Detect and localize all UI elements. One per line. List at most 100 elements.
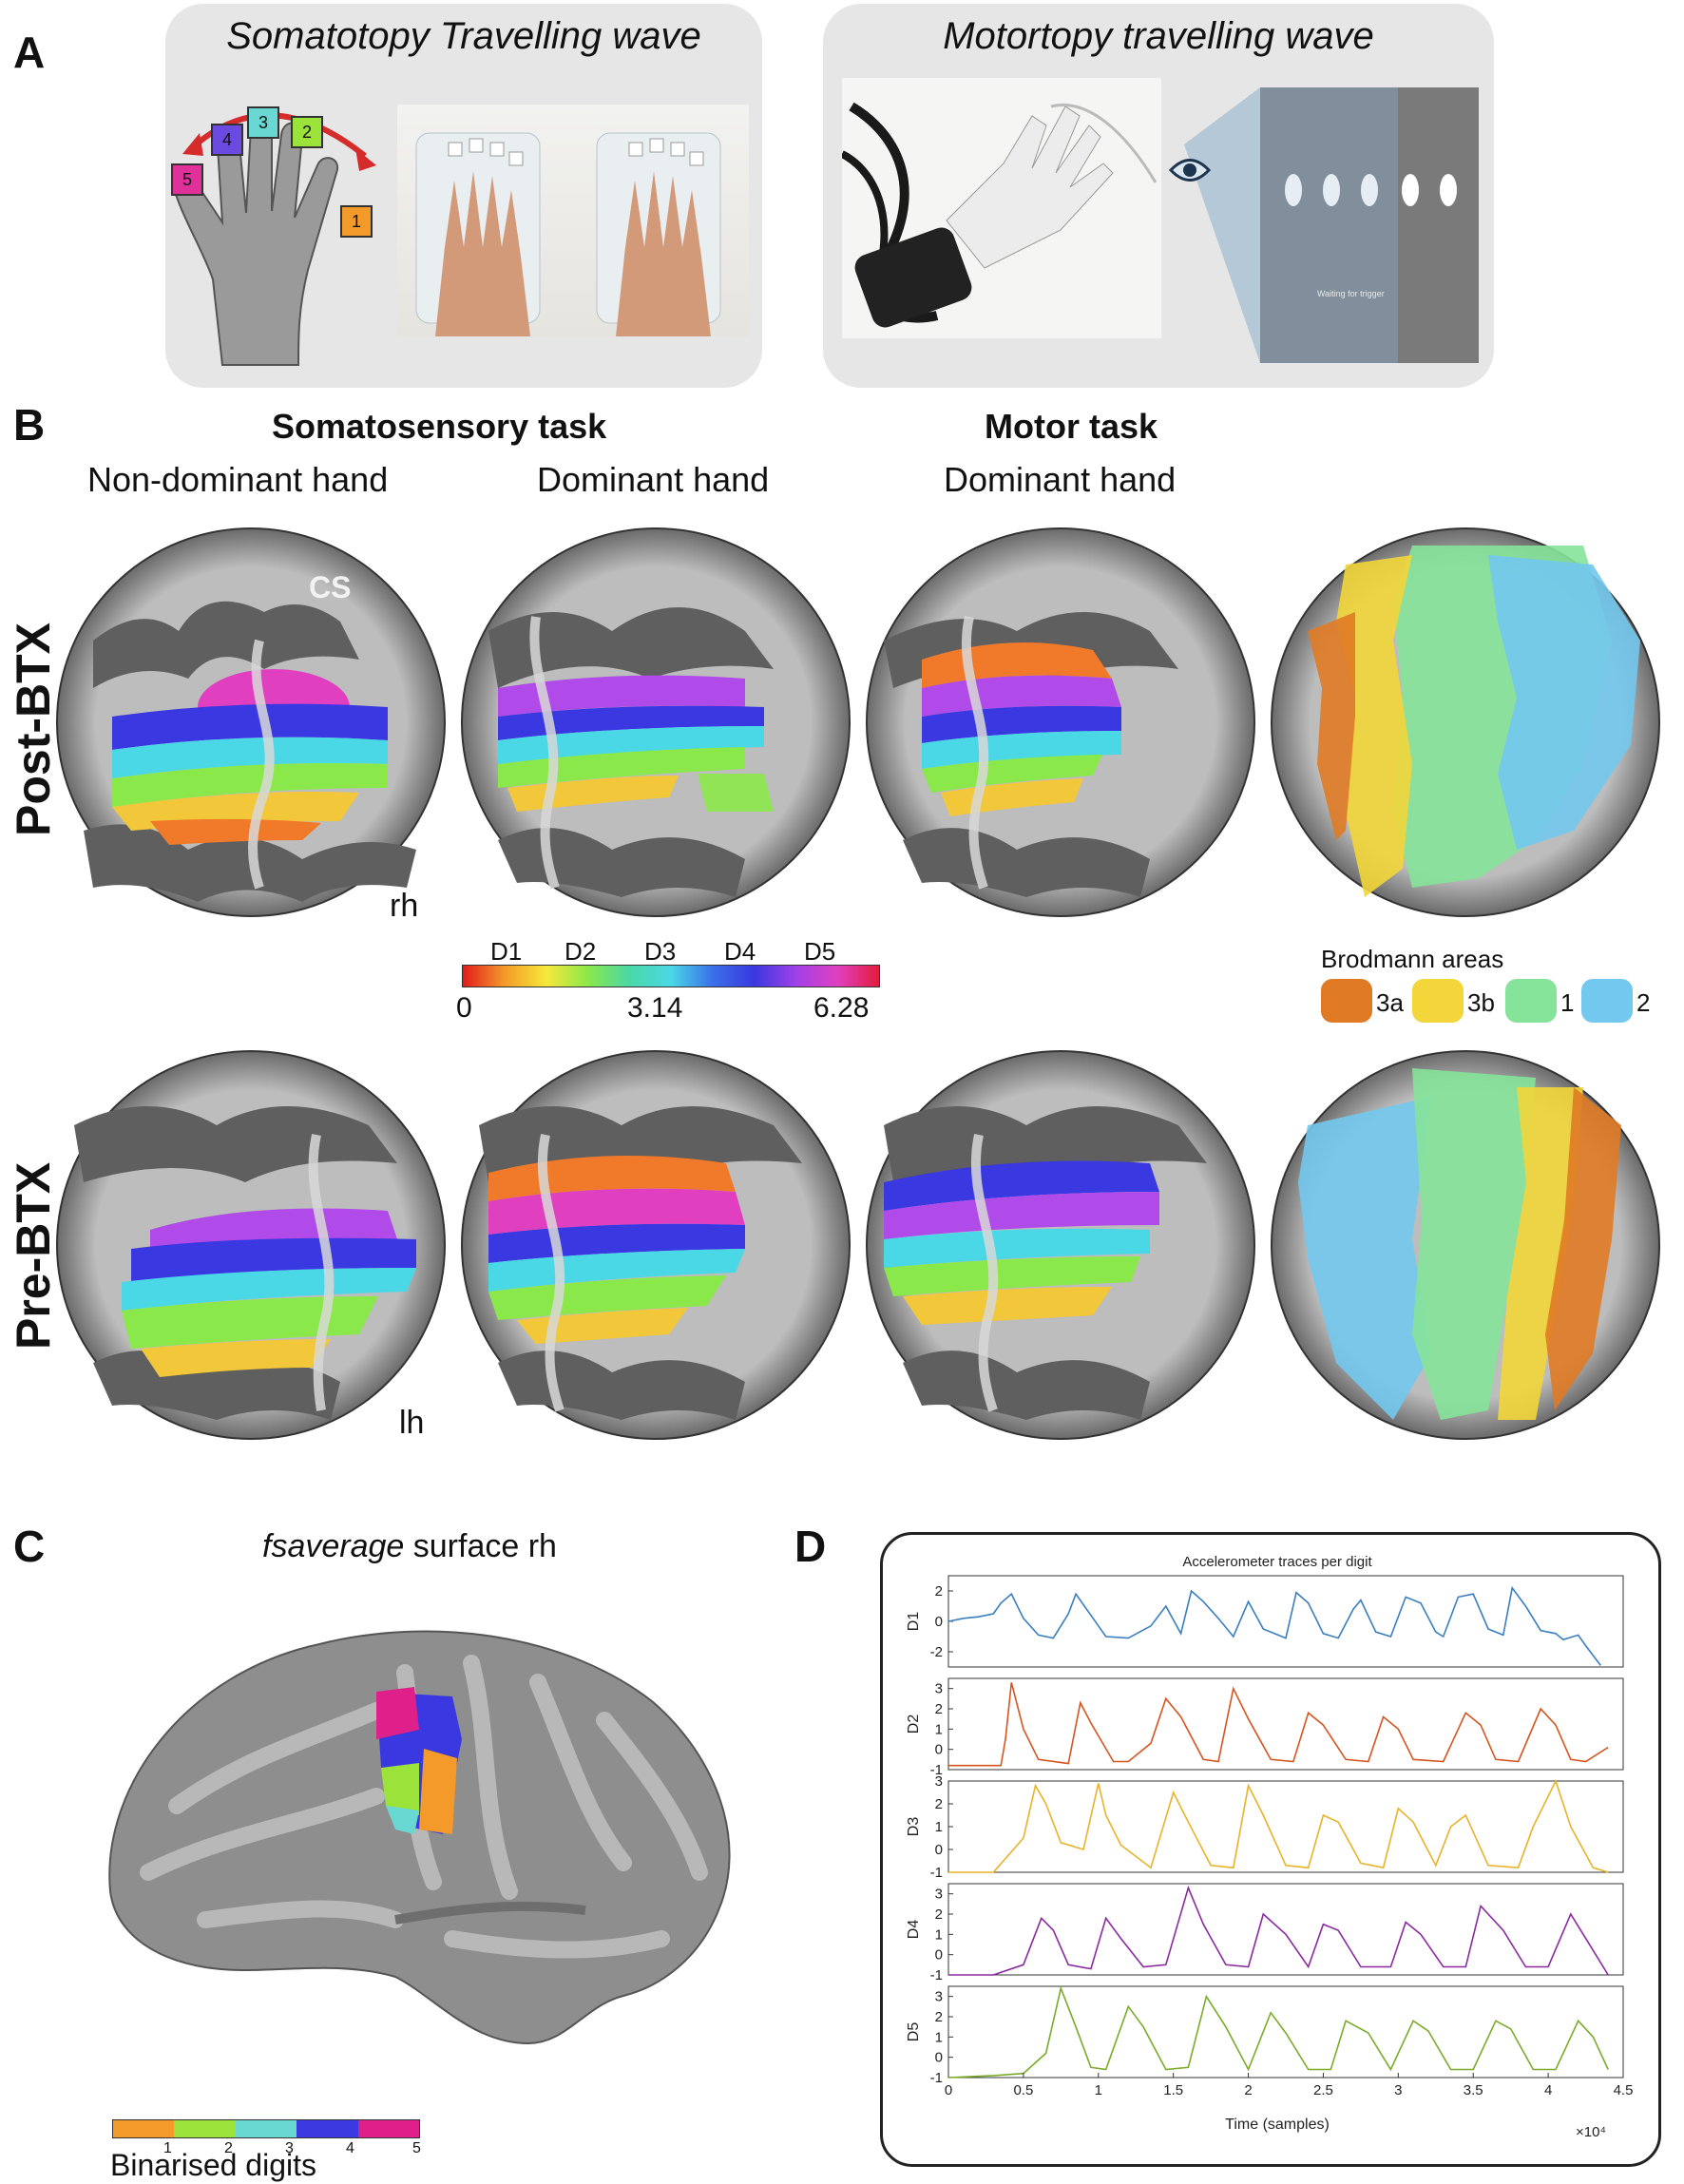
series-label-d5: D5 [906,2022,922,2042]
motortopy-title: Motortopy travelling wave [943,15,1374,57]
col-nondominant-label: Non-dominant hand [87,460,389,499]
y-tick-label: 0 [935,1947,943,1964]
y-tick-label: 1 [935,1721,943,1737]
fsaverage-brain-surface [108,1630,731,2045]
binarised-tick-2: 2 [224,2140,233,2156]
motor-task-heading: Motor task [985,407,1158,446]
trace-d5 [947,1985,1609,2079]
somatotopy-box: Somatotopy Travelling wave 5 4 3 2 1 [165,4,762,388]
finger-label-3: 3 [247,106,279,139]
finger-label-5: 5 [171,163,203,196]
subplot-frame-d1 [947,1575,1624,1668]
fsaverage-title-italic: fsaverage [262,1528,405,1564]
subplot-frame-d4 [947,1883,1624,1976]
y-tick-label: 3 [935,1887,943,1903]
y-tick-label: 3 [935,1681,943,1697]
motortopy-box: Motortopy travelling wave Waiting for tr… [823,4,1494,388]
colorbar-digit-d1: D1 [490,937,523,966]
cs-label: CS [309,570,352,604]
trace-d4 [948,1885,1609,1976]
post-btx-nondominant-map [56,527,446,917]
binarised-digits-colorbar [112,2119,420,2138]
brodmann-legend-title: Brodmann areas [1321,945,1504,973]
col-dominant-label-1: Dominant hand [537,460,770,499]
panel-letter-b: B [13,400,46,450]
y-tick-label: 0 [935,2050,943,2066]
x-tick-label: 4.5 [1614,2082,1634,2098]
binarised-swatch-3 [235,2120,297,2137]
post-btx-dominant-motor-map [866,527,1255,917]
row-label-post-btx: Post-BTX [7,623,60,836]
panel-letter-d: D [794,1522,827,1571]
trace-d1 [947,1585,1601,1666]
finger-label-2: 2 [291,116,323,148]
colorbar-tick-2pi: 6.28 [813,992,870,1024]
binarised-swatch-5 [357,2120,420,2137]
x-axis-label: Time (samples) [1225,2117,1330,2133]
y-tick-label: 2 [935,1701,943,1717]
trace-d2 [948,1682,1609,1767]
eye-icon [1169,159,1211,182]
colorbar-digit-d4: D4 [724,937,756,966]
lh-label: lh [399,1405,425,1441]
data-glove-photo [840,78,1161,338]
row-label-pre-btx: Pre-BTX [7,1161,60,1350]
x-tick-label: 2 [1244,2082,1252,2098]
y-tick-label: 2 [935,1796,943,1812]
fsaverage-title-rest: surface rh [404,1528,557,1564]
x-tick-label: 0.5 [1013,2082,1033,2098]
phase-colorbar [462,965,880,987]
brodmann-label-2: 2 [1636,988,1651,1017]
brodmann-swatch-3b [1412,979,1464,1023]
y-tick-label: -2 [930,1644,943,1660]
y-tick-label: 0 [935,1614,943,1630]
series-label-d1: D1 [906,1612,922,1632]
rh-label: rh [390,888,419,924]
accelerometer-chart: Accelerometer traces per digit 2 0 -2 D1 3 2 1… [906,1554,1634,2140]
y-tick-label: 2 [935,1906,943,1923]
panel-letter-c: C [13,1522,46,1571]
y-tick-label: 1 [935,1926,943,1943]
x-tick-label: 3.5 [1464,2082,1483,2098]
post-btx-brodmann-map [1271,527,1660,917]
y-tick-label: 1 [935,1819,943,1835]
brodmann-label-3b: 3b [1467,988,1495,1017]
trace-d3 [948,1778,1609,1873]
binarised-tick-3: 3 [285,2140,294,2156]
series-label-d2: D2 [906,1715,922,1734]
brodmann-swatch-3a [1321,979,1372,1023]
pre-btx-dominant-motor-map [866,1050,1255,1440]
subplot-frame-d2 [947,1677,1624,1771]
finger-label-1: 1 [340,205,373,238]
binarised-digits-title: Binarised digits [110,2148,316,2182]
col-dominant-label-2: Dominant hand [944,460,1177,499]
binarised-swatch-1 [113,2120,175,2137]
brodmann-label-1: 1 [1560,988,1575,1017]
x-axis-multiplier: ×10⁴ [1576,2124,1606,2140]
subplot-frame-d5 [947,1985,1624,2079]
y-tick-label: -1 [930,1762,943,1778]
colorbar-tick-pi: 3.14 [627,992,683,1024]
y-tick-label: 0 [935,1842,943,1858]
y-tick-label: 3 [935,1773,943,1790]
brodmann-label-3a: 3a [1376,988,1404,1017]
y-tick-label: 2 [935,2009,943,2025]
brodmann-swatch-1 [1505,979,1557,1023]
pre-btx-dominant-somato-map [461,1050,851,1440]
binarised-swatch-4 [297,2120,358,2137]
colorbar-tick-0: 0 [456,992,472,1024]
x-tick-label: 4 [1544,2082,1552,2098]
visual-cue-display [1184,87,1479,363]
binarised-swatch-2 [174,2120,236,2137]
colorbar-digit-d3: D3 [644,937,677,966]
x-tick-label: 2.5 [1313,2082,1333,2098]
x-tick-label: 1 [1095,2082,1102,2098]
y-tick-label: -1 [930,1865,943,1881]
brodmann-swatch-2 [1581,979,1633,1023]
hands-stimulator-photo [397,105,749,336]
x-tick-label: 1.5 [1163,2082,1183,2098]
post-btx-dominant-somato-map [461,527,851,917]
pre-btx-brodmann-map [1271,1050,1660,1440]
pre-btx-nondominant-map [56,1050,446,1440]
x-tick-label: 3 [1394,2082,1402,2098]
